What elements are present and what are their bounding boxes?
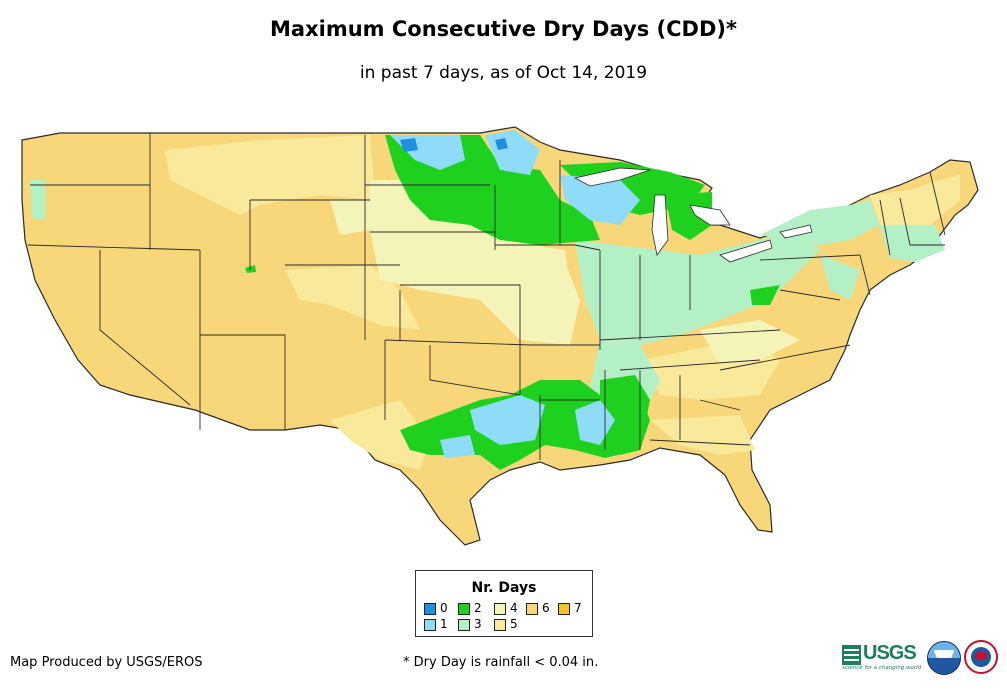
legend-label-3: 3 [474,617,482,631]
legend-label-7: 7 [574,601,582,615]
nws-logo [964,640,998,674]
nws-cloud-icon [975,652,987,660]
legend-label-2: 2 [474,601,482,615]
legend-label-4: 4 [510,601,518,615]
usgs-logo: USGS science for a changing world [842,642,922,674]
legend-label-5: 5 [510,617,518,631]
legend-label-1: 1 [440,617,448,631]
legend-swatch-3 [458,619,470,631]
legend-label-6: 6 [542,601,550,615]
dry-day-footnote: * Dry Day is rainfall < 0.04 in. [403,655,599,670]
zones-4-days [330,180,800,365]
cdd-map [21,126,979,546]
noaa-logo-text: noaa [935,653,953,660]
usgs-wave-icon [842,645,861,665]
legend-swatch-5 [494,619,506,631]
great-lakes [573,167,813,263]
legend-swatch-0 [424,603,436,615]
legend-box: Nr. Days 0 1 2 3 4 5 6 7 [415,570,593,637]
noaa-gull-icon [934,650,954,658]
map-subtitle: in past 7 days, as of Oct 14, 2019 [359,63,648,83]
noaa-logo: noaa [927,641,961,675]
zones-0-days [400,138,508,152]
map-title: Maximum Consecutive Dry Days (CDD)* [270,17,737,41]
legend-swatch-6 [526,603,538,615]
usgs-tagline: science for a changing world [842,665,922,671]
legend-label-0: 0 [440,601,448,615]
state-borders [27,133,946,460]
legend-swatch-1 [424,619,436,631]
legend-swatch-7 [558,603,570,615]
zones-5-days [165,135,960,470]
usgs-logo-text: USGS [863,642,917,664]
map-credit: Map Produced by USGS/EROS [10,655,203,670]
legend-title: Nr. Days [471,580,537,596]
legend-swatch-4 [494,603,506,615]
legend-swatch-2 [458,603,470,615]
